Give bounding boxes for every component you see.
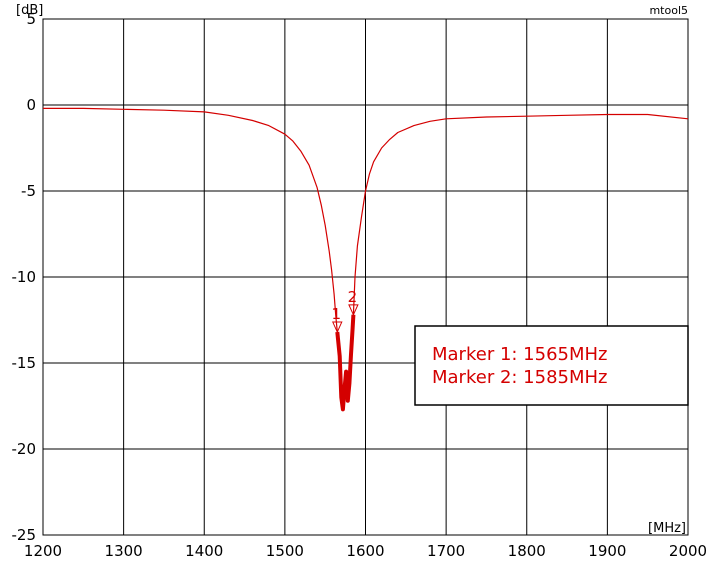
x-tick-label: 1900 (588, 542, 626, 560)
series-band-highlight (335, 314, 356, 412)
marker-2-label: 2 (348, 288, 358, 306)
y-tick-labels: 5 0 -5 -10 -15 -20 -25 (12, 10, 37, 544)
y-tick-label: -15 (12, 354, 37, 372)
grid-lines (42, 18, 689, 536)
y-tick-label: -5 (21, 182, 36, 200)
legend-box (414, 325, 689, 406)
legend-marker-1-text: Marker 1: 1565MHz (432, 344, 608, 365)
plot-frame (42, 18, 689, 536)
marker-2-triangle (348, 304, 359, 317)
x-tick-label: 1800 (508, 542, 546, 560)
y-tick-label: -10 (12, 268, 37, 286)
markers-layer: 12 (332, 288, 359, 334)
marker-1-triangle (332, 321, 343, 334)
x-tick-labels: 1200 1300 1400 1500 1600 1700 1800 1900 2000 (24, 542, 707, 560)
y-tick-label: -20 (12, 440, 37, 458)
marker-1-label: 1 (332, 305, 342, 323)
y-tick-label: -25 (12, 526, 37, 544)
x-tick-label: 1300 (105, 542, 143, 560)
marker-legend: Marker 1: 1565MHz Marker 2: 1585MHz (414, 325, 689, 406)
y-unit-label: [dB] (16, 3, 43, 18)
x-tick-label: 1700 (427, 542, 465, 560)
series-layer (43, 107, 689, 412)
x-tick-label: 1400 (185, 542, 223, 560)
brand-label: mtool5 (649, 4, 688, 17)
x-tick-label: 2000 (669, 542, 707, 560)
x-tick-label: 1600 (346, 542, 384, 560)
x-tick-label: 1500 (266, 542, 304, 560)
x-unit-label: [MHz] (648, 521, 686, 536)
y-tick-label: 5 (26, 10, 36, 28)
legend-marker-2-text: Marker 2: 1585MHz (432, 367, 608, 388)
y-tick-label: 0 (26, 96, 36, 114)
x-tick-label: 1200 (24, 542, 62, 560)
